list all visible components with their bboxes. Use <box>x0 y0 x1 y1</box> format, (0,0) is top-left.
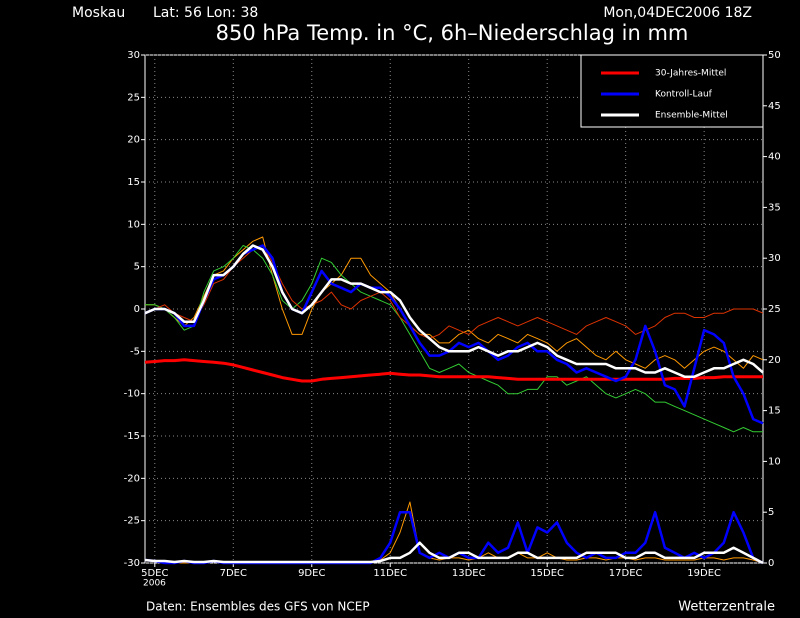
y2-tick-label: 50 <box>768 50 781 61</box>
legend-label: 30-Jahres-Mittel <box>655 69 726 79</box>
y-tick-label: -25 <box>124 516 140 527</box>
x-tick-label: 13DEC <box>452 568 486 579</box>
brand: Wetterzentrale <box>678 600 775 615</box>
y-tick-label: -15 <box>124 431 140 442</box>
year-label: 2006 <box>143 579 166 589</box>
y2-tick-label: 30 <box>768 253 781 264</box>
run-time: Mon,04DEC2006 18Z <box>603 5 752 21</box>
y2-tick-label: 15 <box>768 406 781 417</box>
series-line <box>144 358 763 383</box>
y2-tick-label: 20 <box>768 355 781 366</box>
y-tick-label: 15 <box>127 177 140 188</box>
legend-label: Kontroll-Lauf <box>655 90 713 100</box>
x-tick-label: 7DEC <box>220 568 247 579</box>
y2-tick-label: 45 <box>768 101 781 112</box>
y2-tick-label: 5 <box>768 507 774 518</box>
y2-tick-label: 25 <box>768 304 781 315</box>
series-line <box>144 244 764 378</box>
location: Moskau <box>72 5 125 21</box>
y-tick-label: -30 <box>124 558 140 569</box>
y2-tick-label: 0 <box>768 558 774 569</box>
series-line <box>144 245 764 340</box>
series-line <box>145 236 764 369</box>
y-tick-label: 25 <box>127 92 140 103</box>
source: Daten: Ensembles des GFS von NCEP <box>146 600 370 614</box>
legend-label: Ensemble-Mittel <box>655 111 728 121</box>
series-line <box>145 245 763 433</box>
series-line <box>144 541 764 565</box>
y-tick-label: 5 <box>134 262 140 273</box>
x-tick-label: 9DEC <box>298 568 325 579</box>
y2-tick-label: 35 <box>768 202 781 213</box>
lat-lon: Lat: 56 Lon: 38 <box>153 5 258 21</box>
y-tick-label: 20 <box>127 135 140 146</box>
x-tick-label: 15DEC <box>530 568 564 579</box>
y-tick-label: -10 <box>124 389 140 400</box>
y-tick-label: -5 <box>130 346 140 357</box>
y2-tick-label: 10 <box>768 456 781 467</box>
x-tick-label: 5DEC <box>141 568 168 579</box>
y-tick-label: 30 <box>127 50 140 61</box>
series-line <box>144 244 764 425</box>
x-tick-label: 11DEC <box>373 568 407 579</box>
y-tick-label: 0 <box>134 304 140 315</box>
x-tick-label: 17DEC <box>609 568 643 579</box>
x-tick-label: 19DEC <box>687 568 721 579</box>
y-tick-label: -20 <box>124 473 140 484</box>
y2-tick-label: 40 <box>768 152 781 163</box>
y-tick-label: 10 <box>127 219 140 230</box>
chart-title: 850 hPa Temp. in °C, 6h–Niederschlag in … <box>216 21 689 45</box>
